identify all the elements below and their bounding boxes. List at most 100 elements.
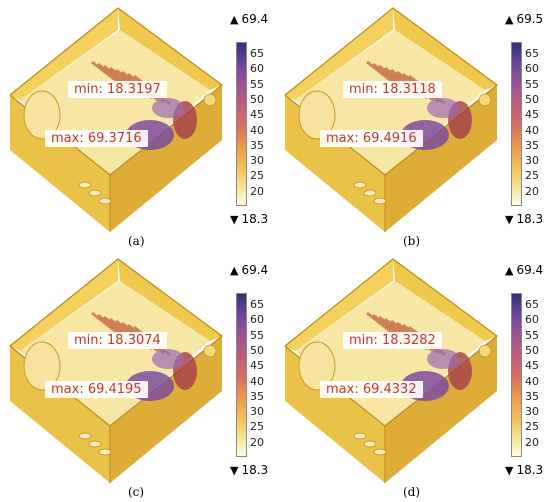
colorbar-tick-label: 55 <box>525 328 539 342</box>
max-triangle-icon: ▲ <box>505 264 514 277</box>
colorbar <box>236 42 247 206</box>
vent-slot <box>373 197 387 205</box>
vent-slot <box>353 181 367 189</box>
housing-render <box>284 258 498 483</box>
max-triangle-icon: ▲ <box>505 13 514 26</box>
panel-caption: (d) <box>403 485 421 499</box>
colorbar-tick-label: 25 <box>250 169 264 183</box>
temperature-render <box>284 7 498 232</box>
colorbar-tick-label: 40 <box>250 123 264 137</box>
vent-slot <box>98 197 112 205</box>
colorbar-tick-label: 40 <box>525 374 539 388</box>
housing-render <box>284 7 498 232</box>
min-temperature-label: min: 18.3197 <box>68 81 167 98</box>
min-temperature-label: min: 18.3118 <box>343 81 442 98</box>
colorbar-tick-label: 20 <box>525 184 539 198</box>
colorbar-tick-label: 60 <box>250 62 264 76</box>
colorbar-tick-label: 35 <box>250 389 264 403</box>
colorbar-tick-label: 45 <box>525 108 539 122</box>
colorbar-tick-label: 65 <box>250 47 264 60</box>
min-temperature-label: min: 18.3282 <box>343 332 442 349</box>
box-back-right-wall <box>118 8 222 90</box>
max-triangle-icon: ▲ <box>230 264 239 277</box>
vent-slot <box>363 440 377 448</box>
box-rim <box>284 7 498 176</box>
box-back-right-wall <box>393 259 497 341</box>
max-temperature-label: max: 69.4195 <box>45 381 148 398</box>
colorbar-tick-label: 35 <box>525 389 539 403</box>
colorbar-tick-label: 45 <box>525 359 539 373</box>
colorbar-tick-label: 25 <box>525 169 539 183</box>
max-triangle-icon: ▲ <box>230 13 239 26</box>
housing-render <box>9 258 223 483</box>
figure-panel: min: 18.3282 max: 69.4332 (d) ▲ 69.4 65 60 55 50… <box>275 251 550 502</box>
colorbar-tick-label: 55 <box>525 77 539 91</box>
colorbar-tick-label: 25 <box>250 420 264 434</box>
colorbar-max: ▲ 69.4 <box>230 12 268 26</box>
panel-caption: (a) <box>128 234 145 248</box>
temperature-render <box>284 258 498 483</box>
panel-caption: (b) <box>403 234 421 248</box>
colorbar <box>236 293 247 457</box>
vent-slot <box>353 432 367 440</box>
colorbar-max-value: 69.4 <box>516 263 544 277</box>
warm-component <box>152 349 184 369</box>
colorbar-tick-label: 45 <box>250 108 264 122</box>
temperature-render <box>9 7 223 232</box>
colorbar-min: ▼ 18.3 <box>505 212 543 226</box>
colorbar <box>511 42 522 206</box>
colorbar-tick-label: 30 <box>250 405 264 419</box>
colorbar-max-value: 69.5 <box>516 12 544 26</box>
vent-slot <box>363 189 377 197</box>
box-rim <box>284 258 498 427</box>
min-triangle-icon: ▼ <box>505 464 514 477</box>
colorbar-tick-label: 20 <box>250 435 264 449</box>
colorbar-tick-label: 20 <box>525 435 539 449</box>
left-cylinder <box>298 341 336 391</box>
colorbar-tick-label: 55 <box>250 328 264 342</box>
left-cylinder <box>23 341 61 391</box>
mount-post <box>203 93 217 107</box>
colorbar-tick-label: 35 <box>525 138 539 152</box>
max-temperature-label: max: 69.3716 <box>45 130 148 147</box>
colorbar-tick-label: 60 <box>525 313 539 327</box>
vent-slot <box>88 189 102 197</box>
colorbar-tick-label: 40 <box>250 374 264 388</box>
figure-panel: min: 18.3118 max: 69.4916 (b) ▲ 69.5 65 60 55 50… <box>275 0 550 251</box>
colorbar-min-value: 18.3 <box>241 463 269 477</box>
max-temperature-label: max: 69.4916 <box>320 130 423 147</box>
colorbar-tick-label: 50 <box>525 343 539 357</box>
vent-slot <box>88 440 102 448</box>
min-triangle-icon: ▼ <box>230 213 239 226</box>
box-back-left-wall <box>10 8 118 100</box>
warm-component <box>427 98 459 118</box>
left-cylinder <box>298 90 336 140</box>
vent-slot <box>78 432 92 440</box>
colorbar-min-value: 18.3 <box>516 463 544 477</box>
colorbar-tick-label: 55 <box>250 77 264 91</box>
box-back-right-wall <box>393 8 497 90</box>
box-rim <box>9 258 223 427</box>
colorbar-max: ▲ 69.4 <box>505 263 543 277</box>
min-triangle-icon: ▼ <box>230 464 239 477</box>
colorbar-max: ▲ 69.5 <box>505 12 543 26</box>
colorbar-tick-label: 35 <box>250 138 264 152</box>
colorbar-tick-label: 25 <box>525 420 539 434</box>
colorbar-min: ▼ 18.3 <box>505 463 543 477</box>
colorbar-max: ▲ 69.4 <box>230 263 268 277</box>
colorbar-tick-label: 50 <box>250 92 264 106</box>
colorbar-tick-label: 50 <box>250 343 264 357</box>
mount-post <box>203 344 217 358</box>
figure-panel: min: 18.3074 max: 69.4195 (c) ▲ 69.4 65 60 55 50… <box>0 251 275 502</box>
colorbar-tick-label: 30 <box>525 154 539 168</box>
figure-panel: min: 18.3197 max: 69.3716 (a) ▲ 69.4 65 60 55 50… <box>0 0 275 251</box>
vent-slot <box>78 181 92 189</box>
colorbar-tick-label: 65 <box>250 298 264 311</box>
min-triangle-icon: ▼ <box>505 213 514 226</box>
box-rim <box>9 7 223 176</box>
colorbar <box>511 293 522 457</box>
colorbar-tick-label: 60 <box>250 313 264 327</box>
vent-slot <box>373 448 387 456</box>
box-back-left-wall <box>285 8 393 100</box>
box-back-left-wall <box>285 259 393 351</box>
